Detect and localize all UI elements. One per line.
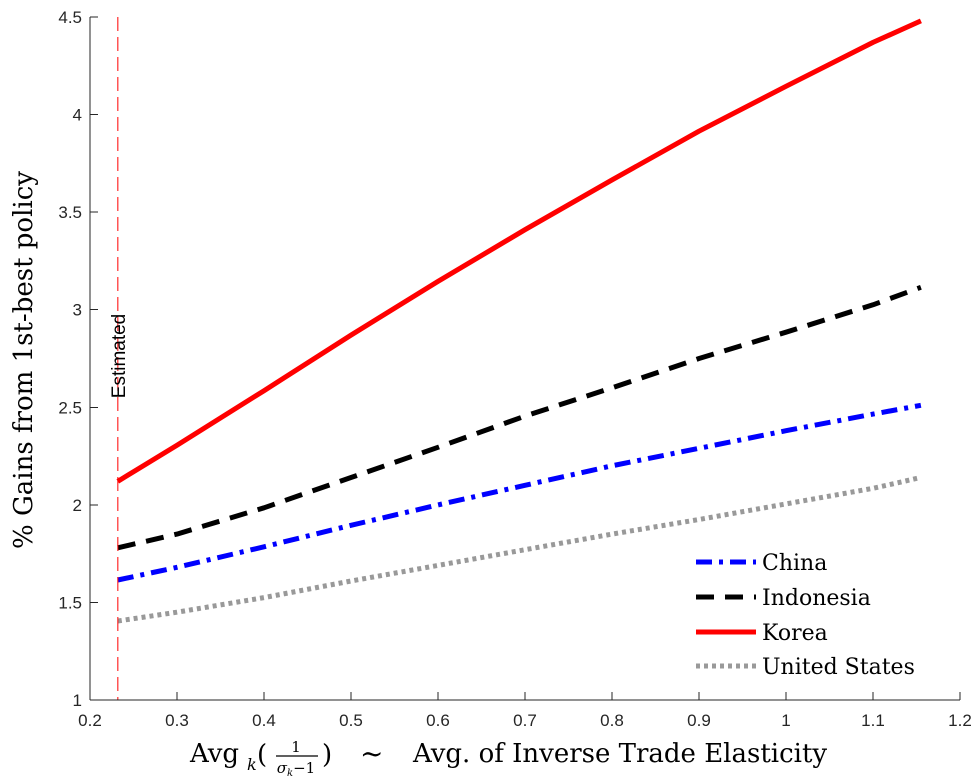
y-tick-label: 1.5 bbox=[58, 593, 82, 612]
x-tick-label: 0.7 bbox=[513, 711, 537, 730]
x-tick-label: 1 bbox=[781, 711, 790, 730]
x-tick-label: 0.2 bbox=[78, 711, 102, 730]
y-tick-label: 4.5 bbox=[58, 8, 82, 27]
estimated-annotation: Estimated bbox=[109, 314, 130, 398]
x-label-suffix: Avg. of Inverse Trade Elasticity bbox=[412, 739, 827, 769]
legend-label-korea: Korea bbox=[762, 621, 828, 646]
x-tick-label: 0.6 bbox=[426, 711, 450, 730]
y-tick-label: 3.5 bbox=[58, 203, 82, 222]
x-tick-label: 1.2 bbox=[948, 711, 972, 730]
x-label-close-paren: ) bbox=[322, 740, 332, 770]
x-label-subscript: k bbox=[247, 755, 257, 774]
axes bbox=[89, 16, 961, 701]
plot-series bbox=[116, 18, 922, 624]
series-line-indonesia bbox=[117, 284, 922, 551]
x-tick-label: 0.8 bbox=[600, 711, 624, 730]
x-axis-label: Avg k ( 1 σk−1 ) ~ Avg. of Inverse Trade… bbox=[189, 737, 827, 779]
x-label-tilde: ~ bbox=[360, 737, 383, 770]
x-tick-label: 0.9 bbox=[687, 711, 711, 730]
y-tick-label: 1 bbox=[73, 691, 82, 710]
x-label-prefix: Avg bbox=[189, 739, 239, 769]
y-tick-label: 4 bbox=[73, 106, 82, 125]
x-label-frac-denominator: σk−1 bbox=[277, 759, 315, 779]
tick-labels: 0.2 0.3 0.4 0.5 0.6 0.7 0.8 0.9 1 1.1 1.2 1 1.5 2 2.5 3… bbox=[58, 8, 971, 730]
y-axis-label: % Gains from 1st-best policy bbox=[9, 171, 39, 549]
legend: China Indonesia Korea United States bbox=[690, 542, 940, 687]
x-tick-label: 0.5 bbox=[339, 711, 363, 730]
y-tick-label: 2 bbox=[73, 496, 82, 515]
legend-background bbox=[690, 542, 940, 687]
x-label-frac-numerator: 1 bbox=[291, 738, 301, 756]
legend-label-united-states: United States bbox=[762, 655, 915, 680]
series-line-united-states bbox=[117, 475, 922, 624]
x-tick-label: 1.1 bbox=[861, 711, 885, 730]
legend-label-indonesia: Indonesia bbox=[762, 586, 871, 611]
y-tick-label: 2.5 bbox=[58, 398, 82, 417]
x-label-open-paren: ( bbox=[257, 740, 267, 770]
series-line-china bbox=[117, 402, 922, 583]
legend-label-china: China bbox=[762, 551, 827, 576]
x-tick-label: 0.4 bbox=[252, 711, 276, 730]
x-tick-label: 0.3 bbox=[165, 711, 189, 730]
series-line-korea bbox=[116, 18, 922, 484]
y-tick-label: 3 bbox=[73, 301, 82, 320]
